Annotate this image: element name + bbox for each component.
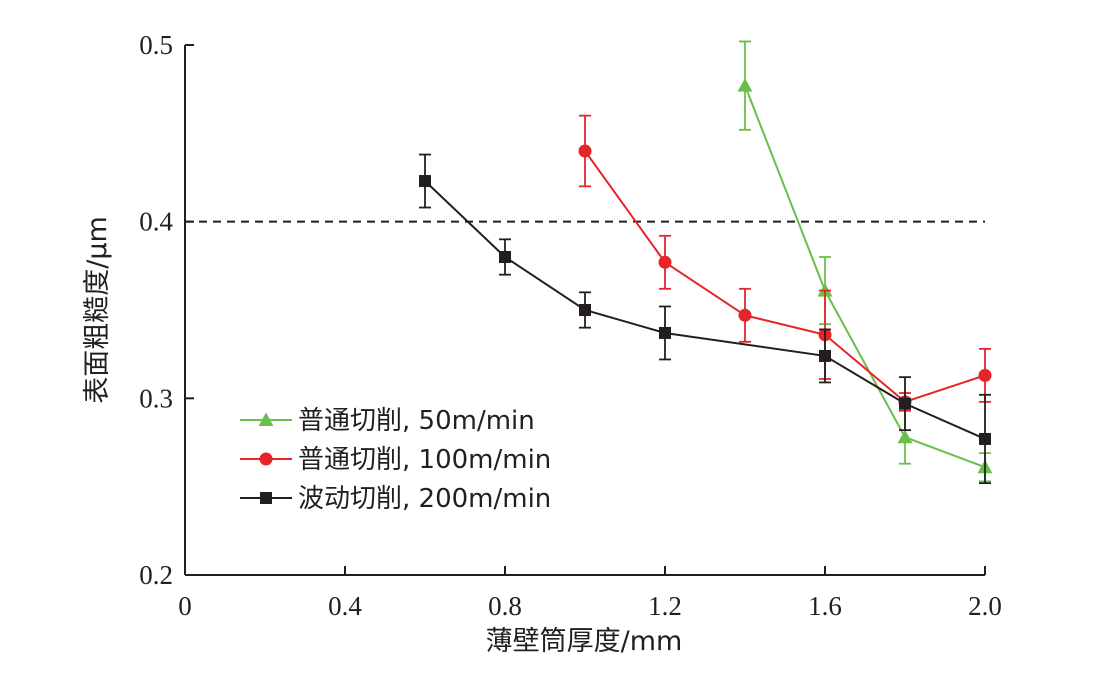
series-line bbox=[744, 85, 986, 469]
data-point bbox=[419, 175, 431, 188]
data-point bbox=[897, 429, 913, 444]
y-tick-label: 0.2 bbox=[139, 560, 173, 590]
y-axis-title: 表面粗糙度/μm bbox=[82, 216, 113, 404]
x-tick-label: 0 bbox=[178, 591, 192, 621]
data-point bbox=[737, 78, 753, 92]
data-point bbox=[658, 255, 672, 269]
series-1 bbox=[737, 40, 993, 483]
x-axis-title: 薄壁筒厚度/mm bbox=[486, 626, 683, 657]
series-group bbox=[419, 40, 993, 485]
data-point bbox=[578, 144, 592, 158]
series-line bbox=[584, 150, 986, 403]
y-tick-label: 0.5 bbox=[139, 30, 173, 60]
data-point bbox=[738, 308, 752, 322]
legend-label: 普通切削, 100m/min bbox=[298, 445, 551, 475]
series-2 bbox=[578, 114, 992, 412]
legend-item-3: 波动切削, 200m/min bbox=[240, 484, 551, 514]
data-point bbox=[659, 326, 671, 339]
legend-item-2: 普通切削, 100m/min bbox=[240, 445, 551, 475]
series-3 bbox=[419, 153, 991, 485]
data-point bbox=[979, 432, 991, 445]
data-point bbox=[579, 304, 591, 316]
y-tick-label: 0.3 bbox=[139, 383, 173, 413]
x-tick-label: 2.0 bbox=[968, 591, 1002, 621]
data-point bbox=[819, 349, 831, 362]
legend: 普通切削, 50m/min 普通切削, 100m/min 波动切削, 200m/mi… bbox=[240, 406, 551, 514]
x-tick-label: 0.4 bbox=[328, 591, 362, 621]
axes: 0 0.4 0.8 1.2 1.6 2.0 0.2 0.3 0.4 0.5 bbox=[139, 30, 1002, 621]
legend-label: 普通切削, 50m/min bbox=[298, 406, 535, 436]
legend-marker bbox=[260, 492, 272, 504]
data-point bbox=[899, 397, 911, 410]
x-tick-label: 0.8 bbox=[488, 591, 522, 621]
legend-item-1: 普通切削, 50m/min bbox=[240, 406, 535, 436]
data-point bbox=[499, 251, 511, 263]
x-tick-label: 1.6 bbox=[808, 591, 842, 621]
legend-label: 波动切削, 200m/min bbox=[298, 484, 551, 514]
legend-marker bbox=[258, 412, 274, 426]
legend-marker bbox=[259, 452, 273, 466]
y-tick-label: 0.4 bbox=[139, 207, 173, 237]
x-tick-label: 1.2 bbox=[648, 591, 682, 621]
data-point bbox=[978, 368, 992, 382]
